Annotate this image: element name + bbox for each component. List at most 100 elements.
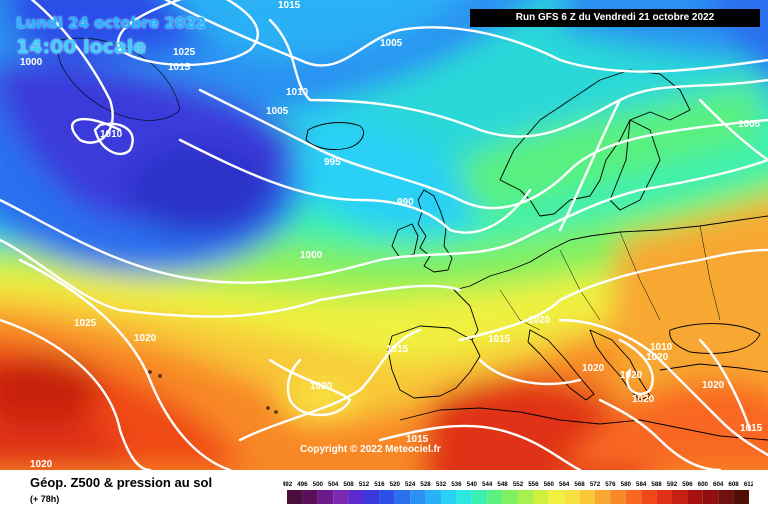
legend-tick-label: 536: [451, 481, 462, 488]
legend-tick-label: 592: [667, 481, 678, 488]
isobar-label: 995: [324, 157, 341, 168]
legend-tick-label: 504: [328, 481, 339, 488]
legend-tick-label: 604: [713, 481, 724, 488]
isobar-label: 1020: [134, 333, 157, 344]
legend-swatch: [364, 490, 380, 504]
isobar-label: 1020: [702, 380, 725, 391]
isobar-labels: 1015 1025 1015 1000 1005 1010 1005 1010 …: [20, 0, 763, 470]
legend-tick-label: 524: [405, 481, 416, 488]
legend-swatch: [379, 490, 395, 504]
legend-tick-label: 556: [528, 481, 539, 488]
legend-tick-label: 588: [651, 481, 662, 488]
isobar-label: 1000: [300, 250, 323, 261]
legend-swatch: [656, 490, 672, 504]
legend-tick-label: 508: [343, 481, 354, 488]
coastlines: [57, 37, 768, 441]
legend-swatch: [287, 490, 303, 504]
legend-tick-label: 512: [359, 481, 370, 488]
legend-tick-label: 548: [497, 481, 508, 488]
legend-swatch: [518, 490, 534, 504]
isobar-label: 1000: [20, 57, 43, 68]
legend-tick-label: 496: [297, 481, 308, 488]
isobar-label: 1025: [173, 47, 196, 58]
legend-tick-label: 552: [513, 481, 524, 488]
legend-swatch: [718, 490, 734, 504]
legend-tick-label: 532: [436, 481, 447, 488]
isobar-label: 1020: [582, 363, 605, 374]
legend-swatch: [579, 490, 595, 504]
isobar-label: 1015: [488, 334, 511, 345]
legend-swatch: [733, 490, 749, 504]
isobar-label: 1015: [406, 434, 429, 445]
legend-swatch: [672, 490, 688, 504]
legend-swatch: [548, 490, 565, 504]
legend-swatch: [410, 490, 426, 504]
legend-tick-label: 584: [636, 481, 647, 488]
forecast-time: 14:00 locale: [16, 36, 147, 58]
legend-tick-label: 492: [283, 481, 293, 488]
legend-tick-label: 500: [313, 481, 324, 488]
legend-tick-label: 596: [682, 481, 693, 488]
isobar-label: 1020: [310, 381, 333, 392]
legend-tick-label: 564: [559, 481, 570, 488]
legend-tick-label: 516: [374, 481, 385, 488]
color-scale-legend: 492 496 500 504 508 512 516 520 524 528 532 536 540 5…: [283, 481, 753, 504]
legend-tick-label: 544: [482, 481, 493, 488]
isobar-label: 1020: [620, 370, 643, 381]
legend-swatch: [641, 490, 657, 504]
legend-tick-label: 568: [574, 481, 585, 488]
isobar-label: 990: [397, 197, 414, 208]
legend-tick-label: 600: [698, 481, 709, 488]
z500-color-field: [0, 0, 768, 470]
legend-swatch: [394, 490, 411, 504]
legend-swatch: [333, 490, 349, 504]
isobar-label: 1015: [740, 423, 763, 434]
geopotential-map: 1015 1025 1015 1000 1005 1010 1005 1010 …: [0, 0, 768, 470]
legend-swatch: [441, 490, 457, 504]
legend-swatch: [595, 490, 611, 504]
legend-swatch: [302, 490, 318, 504]
legend-tick-label: 608: [728, 481, 739, 488]
legend-tick-label: 528: [420, 481, 431, 488]
isobar-label: 1020: [30, 459, 53, 470]
legend-swatch: [471, 490, 488, 504]
isobar-lines: [0, 0, 768, 470]
legend-swatch: [317, 490, 334, 504]
legend-swatch: [610, 490, 626, 504]
legend-swatch: [348, 490, 364, 504]
isobar-label: 1015: [386, 344, 409, 355]
isobar-label: 1015: [168, 62, 191, 73]
legend-swatch: [625, 490, 642, 504]
isobar-label: 1015: [278, 0, 301, 11]
isobar-label: 1010: [286, 87, 309, 98]
run-info-banner: Run GFS 6 Z du Vendredi 21 octobre 2022: [470, 9, 760, 27]
forecast-date: Lundi 24 octobre 2022: [16, 14, 207, 32]
legend-swatch: [487, 490, 503, 504]
legend-tick-label: 540: [467, 481, 478, 488]
isobar-label: 1010: [100, 129, 123, 140]
isobar-label: 1005: [266, 106, 289, 117]
isobar-label: 1005: [380, 38, 403, 49]
legend-tick-label: 520: [390, 481, 401, 488]
isobar-label: 1010: [650, 342, 673, 353]
map-title: Géop. Z500 & pression au sol: [30, 475, 213, 490]
legend-swatch: [502, 490, 518, 504]
legend-tick-label: 576: [605, 481, 616, 488]
legend-swatch: [456, 490, 472, 504]
legend-swatch: [564, 490, 580, 504]
isobar-label: 1020: [646, 352, 669, 363]
isobar-label: 1005: [738, 119, 761, 130]
legend-tick-label: 572: [590, 481, 601, 488]
legend-tick-label: 612: [744, 481, 753, 488]
legend-tick-label: 560: [544, 481, 555, 488]
forecast-lead-time: (+ 78h): [30, 494, 60, 504]
legend-swatch: [425, 490, 441, 504]
legend-swatch: [702, 490, 719, 504]
isobar-label: 1020: [632, 394, 655, 405]
legend-swatch: [687, 490, 703, 504]
legend-swatch: [533, 490, 549, 504]
isobar-label: 1025: [74, 318, 97, 329]
copyright-label: Copyright © 2022 Meteociel.fr: [300, 444, 441, 455]
isobar-label: 1020: [528, 315, 551, 326]
